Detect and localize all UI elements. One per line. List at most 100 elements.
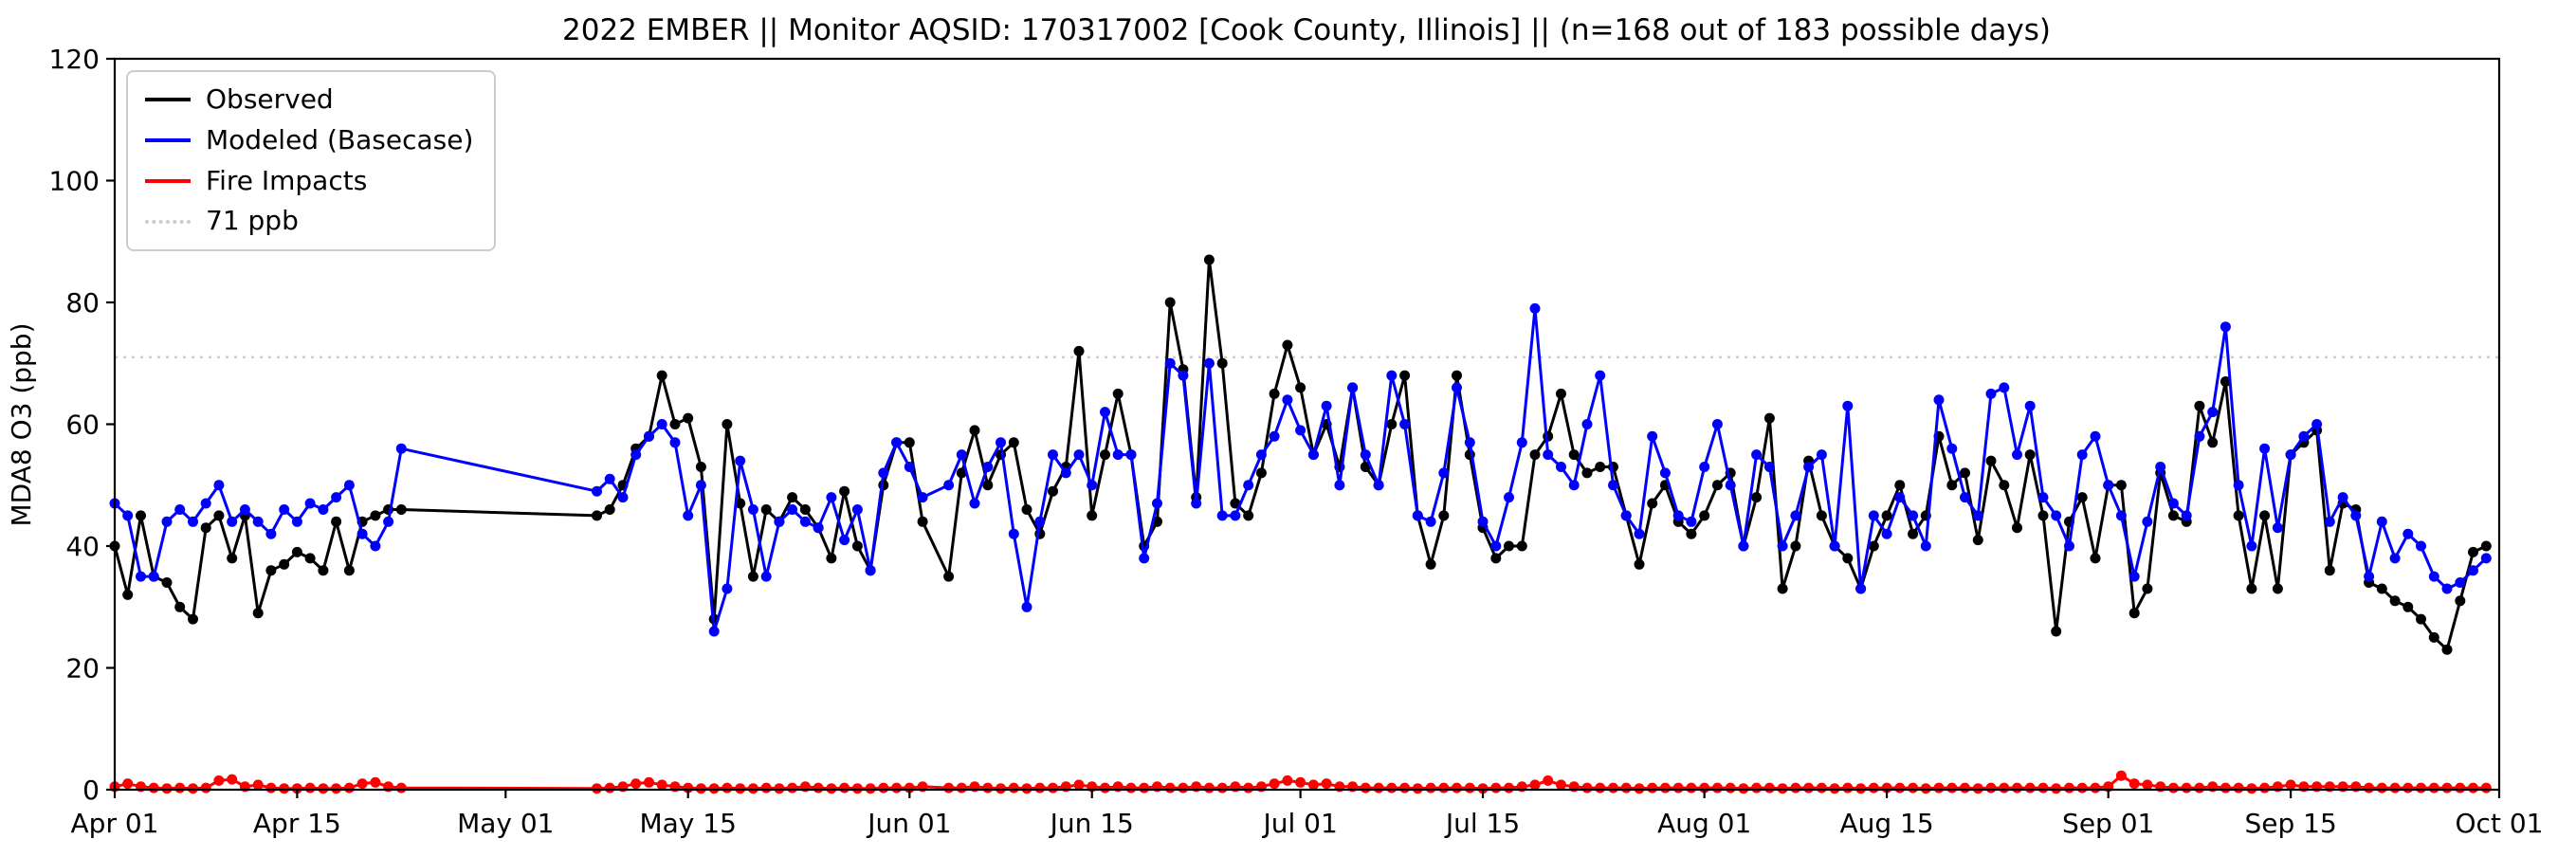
- data-point-fire-impacts: [2416, 782, 2426, 793]
- data-point-modeled-basecase: [1477, 516, 1489, 527]
- data-point-modeled-basecase: [1985, 388, 1997, 399]
- data-point-observed: [1647, 498, 1658, 509]
- y-tick-label: 20: [65, 653, 100, 684]
- data-point-fire-impacts: [343, 782, 355, 793]
- data-point-observed: [747, 571, 758, 582]
- data-point-observed: [1008, 437, 1019, 448]
- data-point-fire-impacts: [1269, 778, 1280, 790]
- data-point-modeled-basecase: [1125, 449, 1137, 461]
- data-point-fire-impacts: [1790, 782, 1801, 793]
- data-point-observed: [2455, 595, 2466, 607]
- data-point-observed: [1282, 339, 1293, 351]
- data-point-modeled-basecase: [1634, 528, 1645, 539]
- data-point-modeled-basecase: [826, 492, 837, 503]
- data-point-fire-impacts: [1125, 782, 1137, 793]
- data-point-observed: [1699, 510, 1710, 521]
- series-markers-observed: [109, 254, 2492, 655]
- data-point-observed: [1452, 370, 1462, 381]
- data-point-modeled-basecase: [969, 498, 980, 509]
- data-point-modeled-basecase: [1034, 516, 1046, 527]
- series-line-observed: [113, 258, 2488, 651]
- data-point-observed: [982, 480, 994, 491]
- data-point-fire-impacts: [2024, 782, 2036, 793]
- data-point-observed: [291, 546, 302, 557]
- data-point-modeled-basecase: [904, 462, 915, 472]
- data-point-fire-impacts: [1178, 782, 1189, 793]
- data-point-fire-impacts: [656, 779, 667, 791]
- data-point-observed: [943, 571, 955, 582]
- legend-item-modeled-basecase: Modeled (Basecase): [145, 125, 473, 155]
- data-point-modeled-basecase: [1178, 370, 1189, 381]
- data-point-fire-impacts: [1048, 782, 1058, 793]
- data-point-fire-impacts: [1008, 782, 1019, 793]
- data-point-modeled-basecase: [1152, 498, 1162, 509]
- data-point-modeled-basecase: [656, 419, 667, 429]
- data-point-observed: [2128, 608, 2140, 619]
- data-point-modeled-basecase: [2090, 430, 2101, 442]
- data-point-modeled-basecase: [891, 437, 903, 448]
- data-point-modeled-basecase: [1100, 407, 1110, 418]
- data-point-modeled-basecase: [747, 504, 758, 515]
- x-tick-label: Jun 15: [1049, 808, 1134, 839]
- data-point-fire-impacts: [2128, 778, 2140, 790]
- data-point-modeled-basecase: [695, 480, 706, 491]
- data-point-modeled-basecase: [1751, 449, 1763, 461]
- data-point-fire-impacts: [2285, 779, 2296, 791]
- data-point-modeled-basecase: [1516, 437, 1527, 448]
- data-point-observed: [2480, 540, 2492, 552]
- data-point-fire-impacts: [1816, 782, 1827, 793]
- data-point-observed: [2037, 510, 2049, 521]
- data-point-fire-impacts: [826, 783, 837, 794]
- data-point-fire-impacts: [1999, 782, 2010, 793]
- data-point-modeled-basecase: [2142, 516, 2153, 527]
- data-point-fire-impacts: [1842, 782, 1854, 793]
- data-point-modeled-basecase: [813, 522, 824, 534]
- data-point-fire-impacts: [1307, 779, 1319, 791]
- data-point-modeled-basecase: [735, 455, 746, 466]
- data-point-modeled-basecase: [1334, 480, 1345, 491]
- data-point-modeled-basecase: [617, 492, 629, 503]
- data-point-observed: [1425, 558, 1436, 570]
- data-point-observed: [1790, 540, 1801, 552]
- data-point-modeled-basecase: [2324, 516, 2335, 527]
- x-tick-label: Sep 15: [2244, 808, 2336, 839]
- data-point-modeled-basecase: [760, 571, 772, 582]
- data-point-observed: [370, 510, 381, 521]
- data-point-modeled-basecase: [1816, 449, 1827, 461]
- data-point-observed: [161, 577, 173, 588]
- data-point-modeled-basecase: [2272, 522, 2283, 534]
- x-tick-label: Jun 01: [866, 808, 951, 839]
- data-point-modeled-basecase: [1568, 480, 1580, 491]
- data-point-modeled-basecase: [878, 467, 889, 479]
- data-point-modeled-basecase: [865, 565, 876, 576]
- data-point-fire-impacts: [1100, 782, 1110, 793]
- data-point-fire-impacts: [2468, 782, 2478, 793]
- data-point-fire-impacts: [1972, 783, 1983, 794]
- data-point-modeled-basecase: [917, 492, 928, 503]
- data-point-modeled-basecase: [1686, 516, 1697, 527]
- data-point-modeled-basecase: [1112, 449, 1124, 461]
- data-point-fire-impacts: [2090, 782, 2101, 793]
- data-point-observed: [2142, 583, 2153, 594]
- data-point-modeled-basecase: [2364, 571, 2375, 582]
- data-point-modeled-basecase: [2051, 510, 2062, 521]
- data-point-modeled-basecase: [2207, 407, 2219, 418]
- data-point-modeled-basecase: [1920, 540, 1931, 552]
- data-point-fire-impacts: [1803, 782, 1815, 793]
- data-point-fire-impacts: [1920, 783, 1931, 794]
- data-point-modeled-basecase: [956, 449, 967, 461]
- data-point-observed: [669, 419, 681, 429]
- data-point-modeled-basecase: [1908, 510, 1919, 521]
- data-point-observed: [2194, 400, 2205, 411]
- data-point-fire-impacts: [1634, 783, 1645, 794]
- data-point-modeled-basecase: [383, 516, 394, 527]
- data-point-fire-impacts: [1829, 783, 1840, 794]
- data-point-observed: [2024, 449, 2036, 461]
- data-point-observed: [2441, 644, 2453, 655]
- data-point-modeled-basecase: [1790, 510, 1801, 521]
- data-point-observed: [1595, 462, 1606, 472]
- data-point-modeled-basecase: [343, 480, 355, 491]
- data-point-modeled-basecase: [304, 498, 316, 509]
- data-point-observed: [799, 504, 811, 515]
